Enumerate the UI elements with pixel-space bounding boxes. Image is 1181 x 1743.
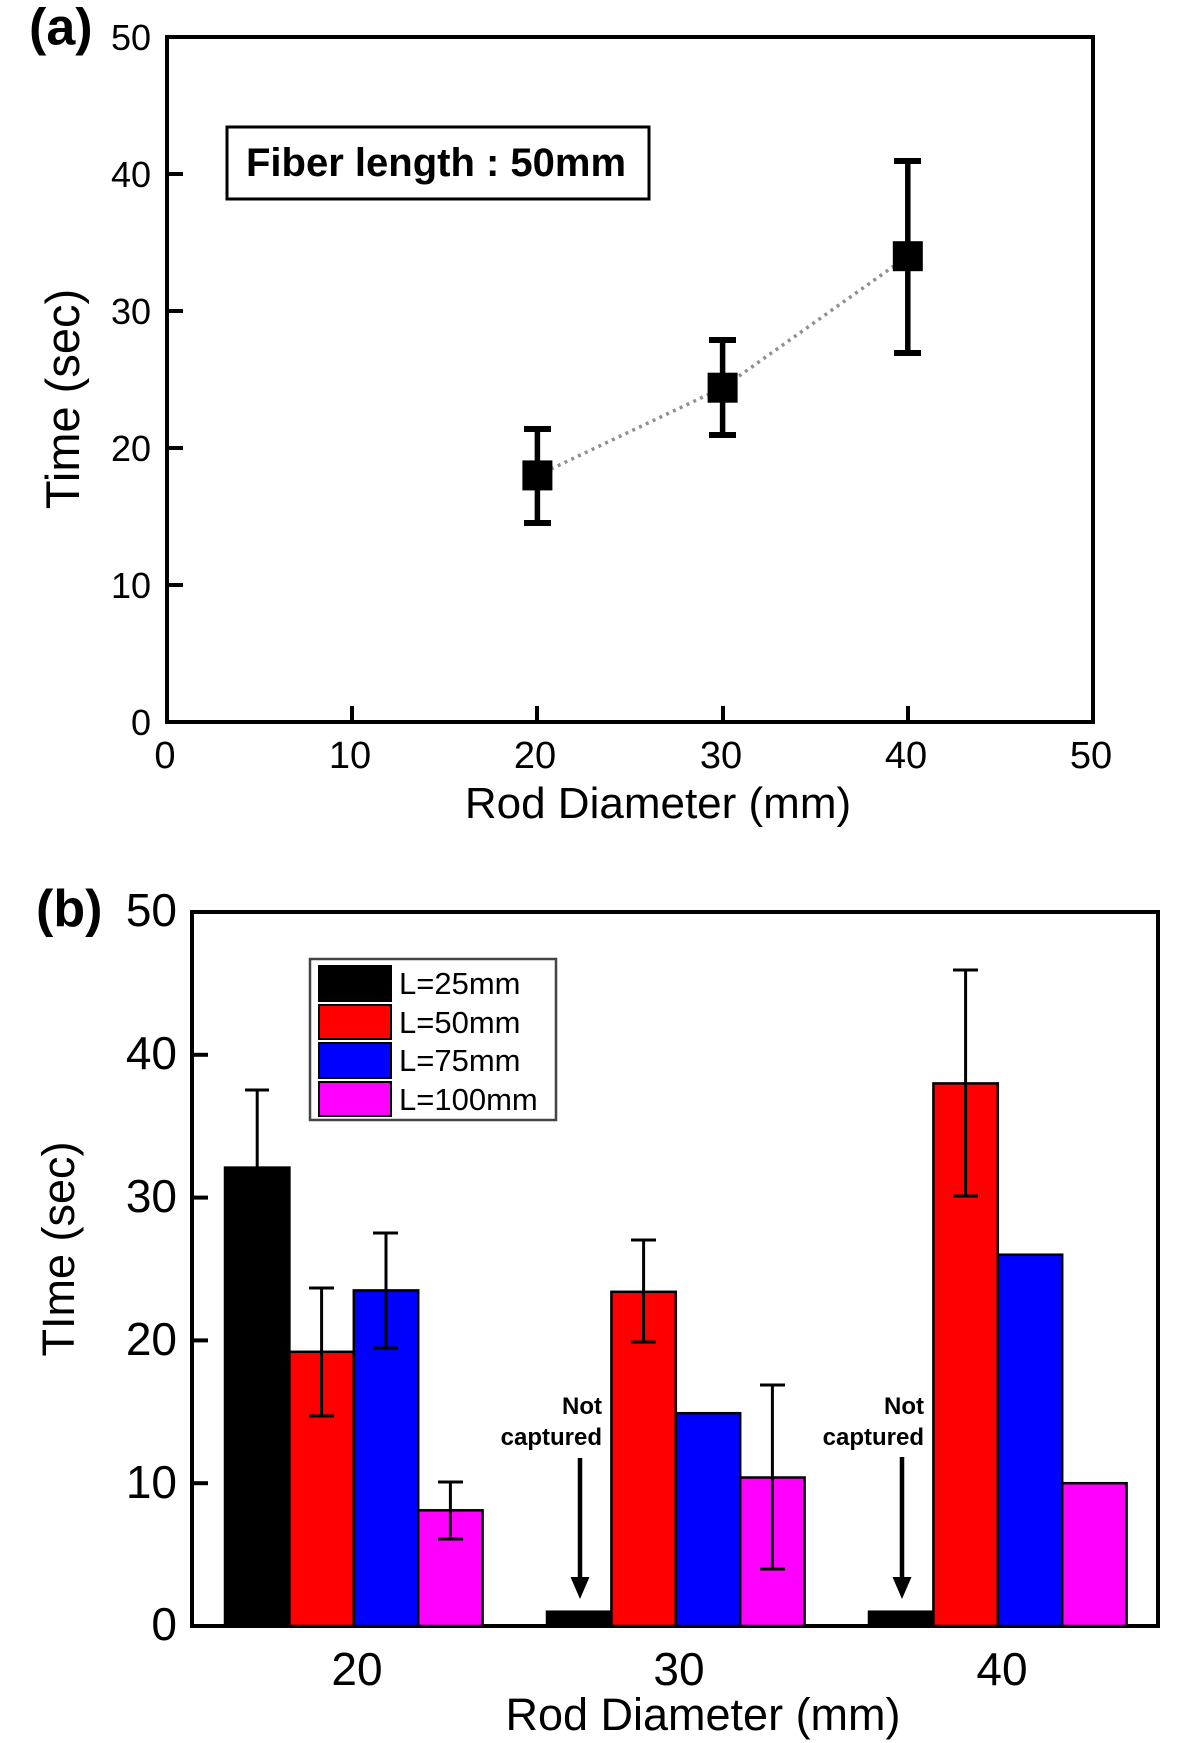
- svg-text:0: 0: [154, 735, 175, 777]
- svg-text:Not: Not: [562, 1393, 602, 1420]
- svg-text:50: 50: [126, 884, 177, 936]
- svg-text:10: 10: [329, 735, 371, 777]
- svg-text:40: 40: [111, 154, 151, 195]
- svg-text:10: 10: [126, 1456, 177, 1508]
- svg-text:L=25mm: L=25mm: [399, 966, 520, 1001]
- svg-text:TIme (sec): TIme (sec): [33, 1141, 84, 1356]
- svg-text:20: 20: [331, 1643, 382, 1695]
- svg-text:Fiber length : 50mm: Fiber length : 50mm: [246, 141, 626, 185]
- svg-text:30: 30: [126, 1170, 177, 1222]
- svg-text:10: 10: [111, 565, 151, 606]
- svg-text:20: 20: [111, 428, 151, 469]
- svg-text:0: 0: [131, 702, 151, 743]
- svg-text:L=100mm: L=100mm: [399, 1082, 538, 1117]
- svg-text:L=50mm: L=50mm: [399, 1005, 520, 1040]
- svg-text:0: 0: [151, 1598, 177, 1650]
- svg-text:40: 40: [885, 735, 927, 777]
- svg-text:captured: captured: [823, 1424, 924, 1451]
- svg-text:Time (sec): Time (sec): [36, 289, 89, 509]
- svg-text:20: 20: [514, 735, 556, 777]
- svg-text:(b): (b): [36, 880, 102, 938]
- svg-text:40: 40: [976, 1643, 1027, 1695]
- svg-text:Not: Not: [884, 1393, 924, 1420]
- svg-text:30: 30: [700, 735, 742, 777]
- svg-text:50: 50: [1070, 735, 1112, 777]
- svg-text:40: 40: [126, 1027, 177, 1079]
- svg-text:(a): (a): [29, 0, 93, 57]
- svg-text:captured: captured: [501, 1424, 602, 1451]
- svg-text:30: 30: [111, 291, 151, 332]
- svg-text:20: 20: [126, 1313, 177, 1365]
- svg-text:Rod Diameter (mm): Rod Diameter (mm): [505, 1689, 900, 1740]
- svg-text:50: 50: [111, 17, 151, 58]
- svg-text:30: 30: [653, 1643, 704, 1695]
- svg-text:L=75mm: L=75mm: [399, 1043, 520, 1078]
- svg-text:Rod Diameter (mm): Rod Diameter (mm): [465, 779, 851, 828]
